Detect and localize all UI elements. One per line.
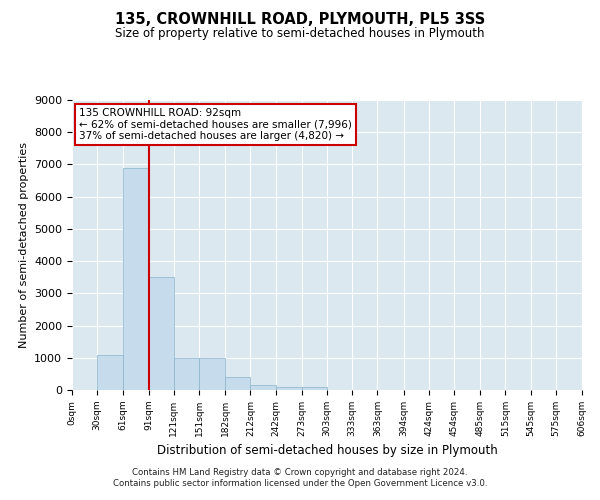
Bar bbox=[124, 168, 149, 390]
X-axis label: Distribution of semi-detached houses by size in Plymouth: Distribution of semi-detached houses by … bbox=[157, 444, 497, 458]
Y-axis label: Number of semi-detached properties: Number of semi-detached properties bbox=[19, 142, 29, 348]
Bar bbox=[250, 385, 275, 390]
Text: 135 CROWNHILL ROAD: 92sqm
← 62% of semi-detached houses are smaller (7,996)
37% : 135 CROWNHILL ROAD: 92sqm ← 62% of semi-… bbox=[79, 108, 352, 142]
Text: Size of property relative to semi-detached houses in Plymouth: Size of property relative to semi-detach… bbox=[115, 28, 485, 40]
Bar bbox=[174, 358, 199, 390]
Bar bbox=[225, 377, 250, 390]
Bar bbox=[199, 358, 225, 390]
Text: 135, CROWNHILL ROAD, PLYMOUTH, PL5 3SS: 135, CROWNHILL ROAD, PLYMOUTH, PL5 3SS bbox=[115, 12, 485, 28]
Text: Contains HM Land Registry data © Crown copyright and database right 2024.
Contai: Contains HM Land Registry data © Crown c… bbox=[113, 468, 487, 487]
Bar bbox=[302, 387, 327, 390]
Bar bbox=[97, 354, 124, 390]
Bar bbox=[275, 387, 302, 390]
Bar bbox=[149, 277, 174, 390]
